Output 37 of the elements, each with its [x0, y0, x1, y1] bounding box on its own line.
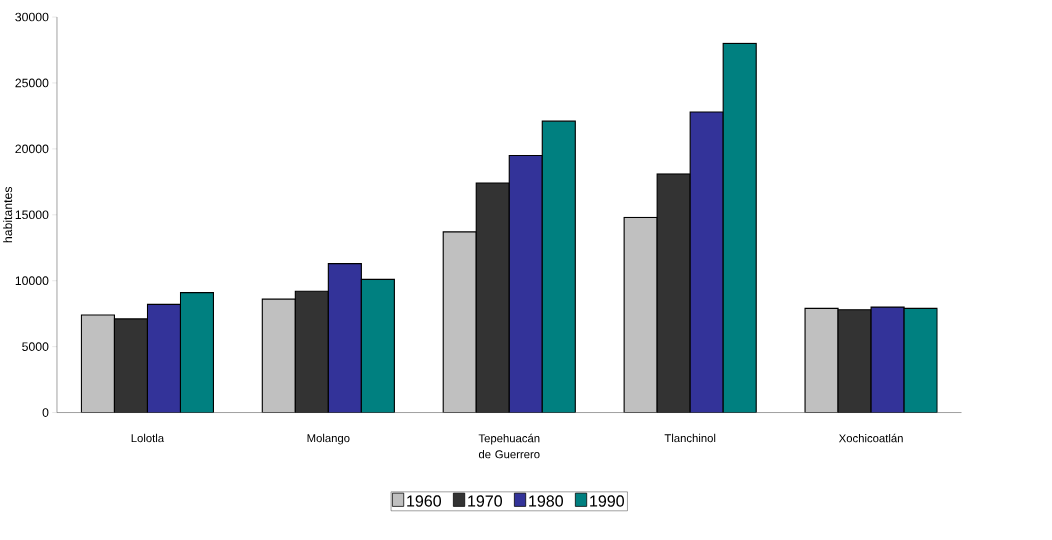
- bar: [722, 42, 757, 413]
- bar: [656, 173, 691, 413]
- bar: [327, 262, 362, 413]
- bar: [689, 111, 724, 413]
- bar: [360, 278, 395, 413]
- legend-label: 1980: [529, 495, 563, 507]
- y-tick-label: 0: [42, 408, 49, 417]
- x-tick-label: Lolotla: [131, 433, 165, 443]
- bar: [261, 298, 296, 413]
- bar: [541, 120, 576, 413]
- legend-label: 1960: [407, 495, 442, 507]
- y-tick-label: 10000: [15, 276, 49, 285]
- bar: [804, 307, 839, 413]
- y-axis-title: habitantes: [3, 186, 13, 243]
- bar: [442, 231, 477, 413]
- x-tick-label: Xochicoatlán: [838, 433, 903, 443]
- bar: [903, 307, 938, 413]
- y-tick-label: 20000: [15, 144, 49, 154]
- bar: [80, 314, 115, 413]
- bar: [179, 291, 215, 413]
- x-tick-label: Tlanchinol: [664, 433, 716, 443]
- bar: [113, 318, 148, 413]
- legend-label: 1990: [590, 495, 624, 507]
- bar: [146, 303, 182, 413]
- bar: [837, 309, 872, 413]
- bar: [508, 154, 543, 413]
- y-tick-label: 5000: [22, 342, 49, 351]
- legend-label: 1970: [468, 495, 503, 507]
- y-tick-label: 15000: [15, 210, 49, 219]
- bar: [870, 306, 905, 413]
- y-tick-label: 25000: [15, 78, 49, 88]
- y-tick-label: 30000: [15, 12, 49, 22]
- bar: [475, 182, 510, 413]
- bar: [623, 216, 658, 413]
- bar: [294, 290, 329, 413]
- x-tick-label: Molango: [307, 433, 350, 445]
- x-tick-label: Tepehuacán de Guerrero: [478, 433, 540, 459]
